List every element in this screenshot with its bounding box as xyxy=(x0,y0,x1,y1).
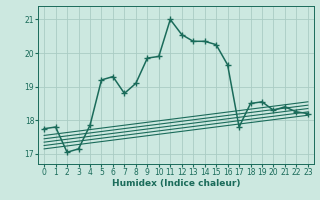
X-axis label: Humidex (Indice chaleur): Humidex (Indice chaleur) xyxy=(112,179,240,188)
